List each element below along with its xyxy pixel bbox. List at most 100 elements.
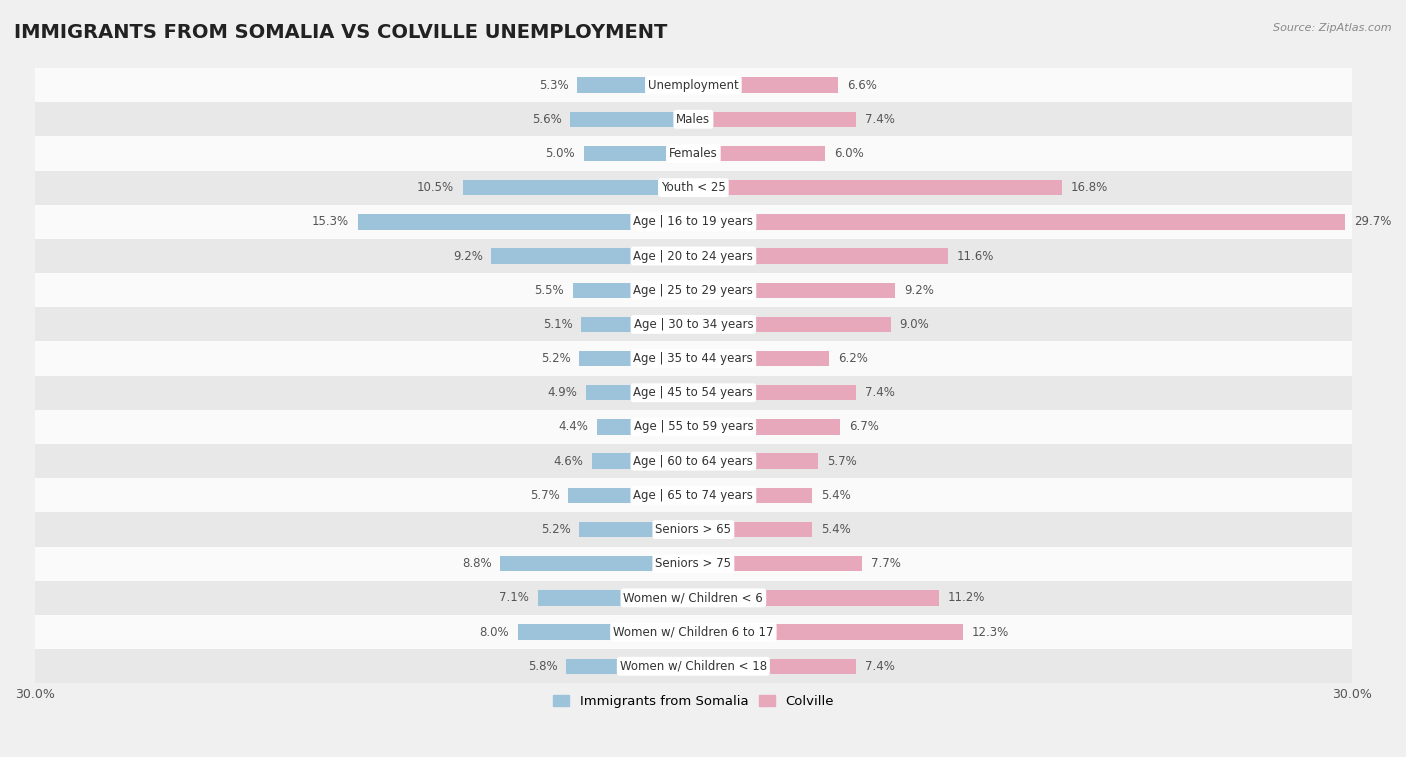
Bar bbox=[693, 590, 939, 606]
FancyBboxPatch shape bbox=[35, 204, 1351, 239]
Text: Age | 30 to 34 years: Age | 30 to 34 years bbox=[634, 318, 754, 331]
Text: 9.2%: 9.2% bbox=[453, 250, 482, 263]
FancyBboxPatch shape bbox=[35, 410, 1351, 444]
Text: 5.2%: 5.2% bbox=[541, 352, 571, 365]
Text: Source: ZipAtlas.com: Source: ZipAtlas.com bbox=[1274, 23, 1392, 33]
Text: Age | 25 to 29 years: Age | 25 to 29 years bbox=[634, 284, 754, 297]
Text: Age | 65 to 74 years: Age | 65 to 74 years bbox=[634, 489, 754, 502]
Text: 4.6%: 4.6% bbox=[554, 455, 583, 468]
Text: 10.5%: 10.5% bbox=[418, 181, 454, 194]
FancyBboxPatch shape bbox=[35, 307, 1351, 341]
Bar bbox=[693, 180, 1062, 195]
Bar bbox=[463, 180, 693, 195]
Text: 5.8%: 5.8% bbox=[527, 660, 557, 673]
Text: 8.8%: 8.8% bbox=[461, 557, 492, 570]
Text: Age | 20 to 24 years: Age | 20 to 24 years bbox=[634, 250, 754, 263]
Bar bbox=[357, 214, 693, 229]
Text: Age | 16 to 19 years: Age | 16 to 19 years bbox=[633, 215, 754, 229]
Bar bbox=[572, 282, 693, 298]
FancyBboxPatch shape bbox=[35, 512, 1351, 547]
Text: 4.9%: 4.9% bbox=[547, 386, 576, 399]
Text: 5.7%: 5.7% bbox=[827, 455, 858, 468]
Text: 9.0%: 9.0% bbox=[900, 318, 929, 331]
FancyBboxPatch shape bbox=[35, 650, 1351, 684]
Bar bbox=[501, 556, 693, 572]
FancyBboxPatch shape bbox=[35, 136, 1351, 170]
Text: 5.4%: 5.4% bbox=[821, 489, 851, 502]
FancyBboxPatch shape bbox=[35, 68, 1351, 102]
Text: Females: Females bbox=[669, 147, 717, 160]
FancyBboxPatch shape bbox=[35, 102, 1351, 136]
Text: 5.1%: 5.1% bbox=[543, 318, 572, 331]
Text: Age | 35 to 44 years: Age | 35 to 44 years bbox=[634, 352, 754, 365]
Bar bbox=[693, 248, 948, 263]
FancyBboxPatch shape bbox=[35, 444, 1351, 478]
Bar bbox=[567, 659, 693, 674]
Text: 9.2%: 9.2% bbox=[904, 284, 934, 297]
Text: 6.0%: 6.0% bbox=[834, 147, 863, 160]
Text: 15.3%: 15.3% bbox=[312, 215, 349, 229]
FancyBboxPatch shape bbox=[35, 375, 1351, 410]
Bar bbox=[571, 111, 693, 127]
Text: 7.7%: 7.7% bbox=[872, 557, 901, 570]
Text: 6.7%: 6.7% bbox=[849, 420, 879, 434]
Text: 4.4%: 4.4% bbox=[558, 420, 588, 434]
FancyBboxPatch shape bbox=[35, 341, 1351, 375]
Bar bbox=[693, 214, 1346, 229]
Legend: Immigrants from Somalia, Colville: Immigrants from Somalia, Colville bbox=[548, 690, 839, 714]
Text: IMMIGRANTS FROM SOMALIA VS COLVILLE UNEMPLOYMENT: IMMIGRANTS FROM SOMALIA VS COLVILLE UNEM… bbox=[14, 23, 668, 42]
Bar bbox=[582, 316, 693, 332]
Bar bbox=[576, 77, 693, 93]
FancyBboxPatch shape bbox=[35, 547, 1351, 581]
Text: 5.5%: 5.5% bbox=[534, 284, 564, 297]
Text: 8.0%: 8.0% bbox=[479, 625, 509, 639]
Text: Age | 60 to 64 years: Age | 60 to 64 years bbox=[634, 455, 754, 468]
Text: 5.0%: 5.0% bbox=[546, 147, 575, 160]
Bar bbox=[517, 625, 693, 640]
FancyBboxPatch shape bbox=[35, 581, 1351, 615]
FancyBboxPatch shape bbox=[35, 615, 1351, 650]
Bar bbox=[596, 419, 693, 435]
Bar bbox=[693, 282, 896, 298]
Bar bbox=[492, 248, 693, 263]
Bar bbox=[586, 385, 693, 400]
Bar bbox=[693, 453, 818, 469]
Text: 16.8%: 16.8% bbox=[1071, 181, 1108, 194]
Bar bbox=[693, 77, 838, 93]
Bar bbox=[693, 556, 862, 572]
FancyBboxPatch shape bbox=[35, 478, 1351, 512]
Text: Unemployment: Unemployment bbox=[648, 79, 738, 92]
FancyBboxPatch shape bbox=[35, 239, 1351, 273]
Text: 29.7%: 29.7% bbox=[1354, 215, 1392, 229]
Text: Seniors > 65: Seniors > 65 bbox=[655, 523, 731, 536]
Bar bbox=[693, 351, 830, 366]
Text: 7.4%: 7.4% bbox=[865, 660, 894, 673]
Text: Women w/ Children < 18: Women w/ Children < 18 bbox=[620, 660, 766, 673]
Bar bbox=[579, 351, 693, 366]
Text: Males: Males bbox=[676, 113, 710, 126]
FancyBboxPatch shape bbox=[35, 170, 1351, 204]
Text: 5.4%: 5.4% bbox=[821, 523, 851, 536]
Text: Youth < 25: Youth < 25 bbox=[661, 181, 725, 194]
Text: Women w/ Children 6 to 17: Women w/ Children 6 to 17 bbox=[613, 625, 773, 639]
Bar bbox=[583, 146, 693, 161]
Text: Women w/ Children < 6: Women w/ Children < 6 bbox=[623, 591, 763, 604]
Text: Age | 55 to 59 years: Age | 55 to 59 years bbox=[634, 420, 754, 434]
Bar bbox=[693, 146, 825, 161]
Bar bbox=[579, 522, 693, 537]
Text: 7.4%: 7.4% bbox=[865, 113, 894, 126]
Bar bbox=[693, 111, 856, 127]
Bar bbox=[693, 488, 811, 503]
Bar bbox=[568, 488, 693, 503]
Text: 12.3%: 12.3% bbox=[972, 625, 1010, 639]
Text: 5.2%: 5.2% bbox=[541, 523, 571, 536]
Text: Seniors > 75: Seniors > 75 bbox=[655, 557, 731, 570]
Bar bbox=[693, 385, 856, 400]
Text: 11.2%: 11.2% bbox=[948, 591, 986, 604]
Bar bbox=[693, 522, 811, 537]
Bar bbox=[693, 625, 963, 640]
Text: 11.6%: 11.6% bbox=[956, 250, 994, 263]
Text: 7.1%: 7.1% bbox=[499, 591, 529, 604]
Text: 5.6%: 5.6% bbox=[531, 113, 561, 126]
Bar bbox=[693, 659, 856, 674]
